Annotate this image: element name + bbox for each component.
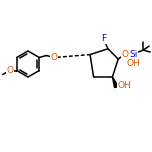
Text: Si: Si [129, 50, 137, 59]
Text: O: O [51, 53, 58, 62]
Text: O: O [122, 50, 129, 59]
Text: O: O [6, 66, 13, 75]
Polygon shape [112, 77, 118, 88]
Text: F: F [101, 34, 107, 43]
Text: OH: OH [126, 59, 140, 67]
Text: OH: OH [117, 81, 131, 90]
